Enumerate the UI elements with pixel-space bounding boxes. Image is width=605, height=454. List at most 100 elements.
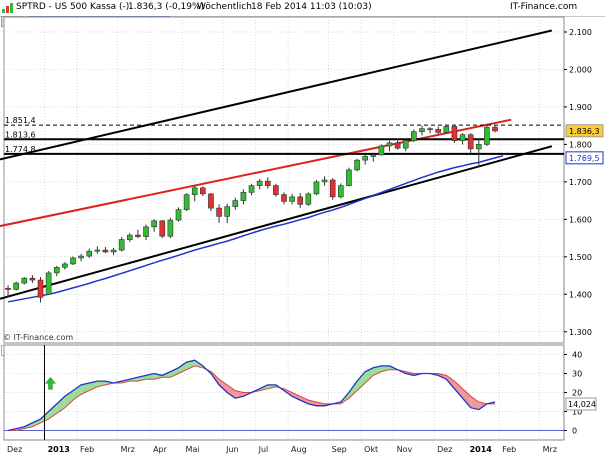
macd-fill-negative [300, 396, 309, 404]
macd-legend: Signal MACD (6 13 5) [1, 345, 96, 356]
candle-down [29, 277, 36, 281]
macd-line [7, 359, 496, 432]
candle-up [110, 249, 117, 253]
last-quote: 1.836,3 (-0,19%) [128, 2, 205, 12]
candle-down [273, 185, 279, 195]
candle-up [362, 156, 368, 161]
candle-down [492, 126, 498, 132]
y-tick-label: 2.000 [569, 65, 592, 74]
macd-fill-negative [462, 388, 471, 408]
x-tick-label: Jul [258, 445, 269, 454]
signal-tag: Signal [1, 345, 32, 356]
macd-fill-positive [267, 384, 276, 389]
candle-up [94, 249, 101, 252]
last-price-label: 1.836,3 [569, 127, 600, 136]
macd-fill-positive [8, 428, 17, 431]
macd-fill-positive [194, 360, 203, 368]
source-name: IT-Finance.com [510, 2, 578, 12]
x-tick-label: Aug [291, 445, 307, 454]
chart-header: SPTRD - US 500 Kassa (-) 1.836,3 (-0,19%… [0, 0, 605, 17]
x-tick-label: 2013 [48, 445, 70, 454]
macd-fill-positive [56, 396, 65, 414]
candle-down [37, 279, 44, 298]
candle-up [70, 257, 76, 265]
macd-fill-positive [348, 381, 358, 399]
candle-up [411, 131, 417, 141]
macd-tick-label: 40 [572, 351, 582, 360]
candle-up [45, 272, 52, 295]
macd-fill-negative [478, 402, 487, 410]
x-tick-label: Mrz [121, 445, 135, 454]
x-tick-label: Feb [80, 445, 94, 454]
macd-fill-negative [219, 379, 228, 393]
macd-fill-positive [146, 373, 155, 380]
macd-fill-positive [154, 373, 163, 380]
macd-fill-negative [430, 373, 439, 376]
candle-down [394, 142, 401, 149]
macd-fill-positive [97, 381, 106, 387]
macd-fill-positive [129, 377, 138, 382]
candle-up [126, 234, 133, 240]
x-tick-label: Okt [364, 445, 378, 454]
macd-fill-positive [340, 392, 349, 404]
last-price-badge [565, 124, 604, 138]
period-label: Wöchentlich [197, 2, 252, 12]
candle-up [370, 154, 377, 157]
candle-up [248, 185, 255, 193]
macd-fill-positive [16, 426, 25, 431]
candle-up [256, 180, 263, 186]
candle-up [321, 179, 328, 183]
candle-up [402, 140, 409, 149]
macd-fill-negative [324, 403, 333, 406]
candle-down [467, 134, 474, 150]
watermark: © IT-Finance.com [3, 333, 74, 342]
candle-up [191, 187, 198, 195]
macd-value-label: 14,024 [568, 400, 596, 409]
macd-fill-negative [397, 369, 406, 374]
macd-fill-positive [48, 403, 57, 420]
macd-fill-negative [454, 381, 463, 399]
x-tick-label: 2014 [470, 445, 493, 454]
x-tick-label: Nov [397, 445, 413, 454]
candle-up [232, 200, 239, 207]
x-tick-label: Dez [7, 445, 22, 454]
macd-panel [3, 344, 565, 441]
macd-fill-negative [413, 373, 422, 376]
price-legend: Kurs Gleit. Durchschnitt (Gewichtet 40) [1, 16, 171, 28]
candle-up [13, 282, 19, 290]
candle-up [143, 226, 149, 237]
red-trendline [0, 118, 512, 228]
price-tag: Kurs [1, 16, 25, 27]
macd-tick-label: 0 [572, 427, 577, 436]
macd-fill-positive [251, 388, 260, 393]
candle-up [62, 263, 68, 268]
macd-fill-negative [405, 371, 414, 376]
macd-value-badge [565, 397, 597, 411]
x-tick-label: Mrz [543, 445, 557, 454]
y-tick-label: 1.400 [569, 290, 592, 299]
buy-arrow-icon [44, 376, 56, 390]
macd-fill-negative [438, 373, 447, 380]
macd-fill-positive [389, 365, 398, 370]
y-tick-label: 1.300 [569, 328, 592, 337]
x-tick-label: Feb [502, 445, 516, 454]
macd-fill-positive [137, 375, 147, 382]
macd-fill-positive [121, 379, 130, 383]
candle-up [459, 134, 466, 141]
macd-fill-positive [89, 381, 98, 391]
candle-up [313, 181, 320, 195]
candle-up [21, 277, 28, 284]
candle-down [102, 249, 109, 253]
macd-fill-positive [381, 365, 390, 372]
macd-fill-negative [210, 371, 220, 385]
ma-price-label: 1.769,5 [569, 154, 600, 163]
candle-up [183, 194, 190, 210]
candle-down [297, 196, 304, 205]
x-tick-label: Dez [437, 445, 452, 454]
x-tick-label: Sep [332, 445, 347, 454]
macd-fill-negative [308, 400, 317, 406]
candle-up [484, 126, 490, 145]
candle-down [135, 234, 141, 237]
candle-up [118, 239, 125, 251]
